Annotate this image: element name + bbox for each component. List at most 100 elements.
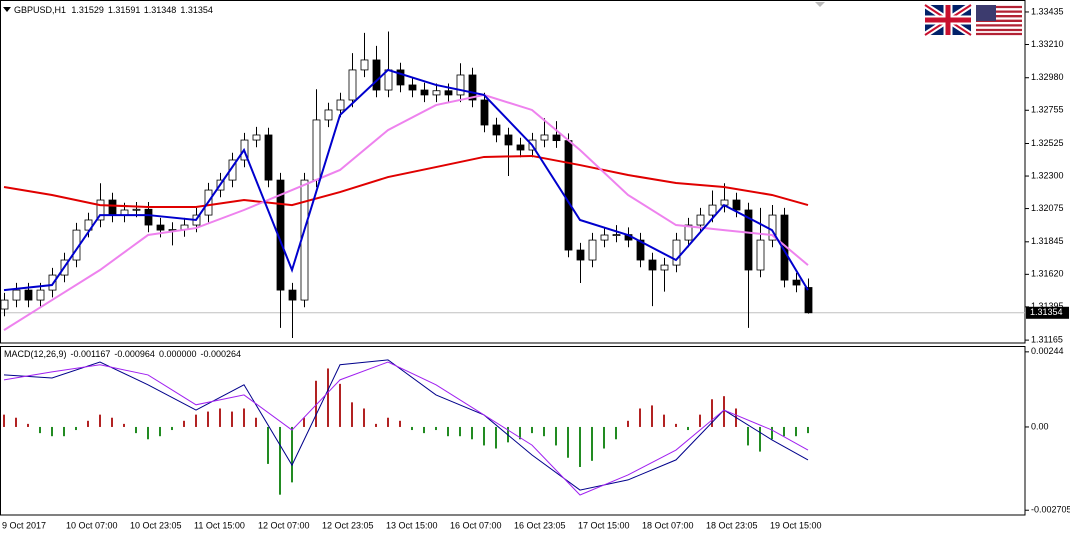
y-tick-label: 1.32755 [1031, 105, 1064, 115]
histogram-bar [63, 426, 65, 437]
histogram-bar [495, 426, 497, 449]
histogram-bar [135, 426, 137, 434]
x-tick-label: 9 Oct 2017 [2, 520, 46, 530]
candle-body [252, 134, 261, 141]
histogram-bar [351, 402, 353, 427]
candle-body [588, 239, 597, 261]
candle-body [324, 109, 333, 121]
histogram-bar [483, 426, 485, 446]
x-tick-label: 18 Oct 23:05 [706, 520, 758, 530]
y-tick-label: 1.31620 [1031, 269, 1064, 279]
histogram-bar [99, 414, 101, 427]
candle-body [552, 134, 561, 142]
candle-body [684, 224, 693, 241]
shift-marker [815, 2, 825, 7]
macd-panel [0, 346, 1026, 516]
candle-body [804, 287, 813, 314]
us-flag[interactable] [976, 5, 1022, 36]
last-price-box [1026, 306, 1069, 319]
candle-body [516, 144, 525, 151]
candle-body [96, 199, 105, 221]
histogram-bar [435, 426, 437, 431]
indicator-line [3, 93, 809, 331]
histogram-bar [255, 417, 257, 427]
histogram-bar [471, 426, 473, 440]
histogram-bar [675, 423, 677, 427]
candle-body [504, 134, 513, 146]
last-price-label: 1.31354 [1030, 307, 1063, 317]
y-tick-label: -0.002705 [1031, 505, 1070, 515]
macd-value: -0.001167 [71, 349, 111, 359]
histogram-bar [339, 383, 341, 427]
candle-body [792, 279, 801, 286]
candle-body [264, 134, 273, 181]
histogram-bar [195, 414, 197, 427]
histogram-bar [687, 426, 689, 431]
macd-value: -0.000964 [114, 349, 155, 359]
candle-body [576, 249, 585, 261]
candle-body [312, 119, 321, 181]
x-tick-label: 16 Oct 07:00 [450, 520, 502, 530]
price-panel [0, 0, 1026, 344]
uk-flag[interactable] [923, 2, 973, 38]
x-tick-label: 10 Oct 23:05 [130, 520, 182, 530]
histogram-bar [663, 414, 665, 427]
histogram-bar [39, 426, 41, 434]
candle-body [492, 124, 501, 136]
y-tick-label: 1.33435 [1031, 6, 1064, 16]
open-price: 1.31529 [71, 5, 104, 15]
candle-body [456, 74, 465, 96]
x-tick-label: 13 Oct 15:00 [386, 520, 438, 530]
histogram-bar [699, 414, 701, 427]
histogram-bar [363, 408, 365, 427]
histogram-bar [759, 426, 761, 452]
histogram-bar [315, 380, 317, 427]
macd-value: -0.000264 [201, 349, 242, 359]
candle-body [708, 204, 717, 216]
histogram-bar [387, 417, 389, 427]
candle-body [396, 69, 405, 86]
candle-body [360, 59, 369, 71]
histogram-bar [219, 408, 221, 427]
histogram-bar [159, 426, 161, 437]
y-tick-label: 1.32980 [1031, 72, 1064, 82]
macd-label: MACD(12,26,9) [4, 349, 67, 359]
x-tick-label: 12 Oct 07:00 [258, 520, 310, 530]
candle-body [696, 214, 705, 226]
symbol: GBPUSD,H1 [14, 5, 66, 15]
indicator-line [3, 68, 809, 292]
histogram-bar [627, 420, 629, 427]
candle-body [612, 234, 621, 236]
menu-arrow[interactable] [3, 7, 11, 12]
histogram-bar [243, 408, 245, 427]
histogram-bar [603, 426, 605, 449]
histogram-bar [783, 426, 785, 437]
histogram-bar [87, 420, 89, 427]
histogram-bar [183, 420, 185, 427]
histogram-bar [279, 426, 281, 495]
histogram-bar [567, 426, 569, 458]
histogram-bar [639, 408, 641, 427]
indicator-line [3, 359, 809, 491]
y-tick-label: 1.31845 [1031, 236, 1064, 246]
y-tick-label: 1.32075 [1031, 203, 1064, 213]
y-tick-label: 1.31165 [1031, 334, 1063, 344]
histogram-bar [3, 414, 5, 427]
candle-body [480, 99, 489, 126]
y-tick-label: 1.32525 [1031, 138, 1064, 148]
histogram-bar [27, 423, 29, 427]
histogram-bar [723, 396, 725, 427]
x-tick-label: 11 Oct 15:00 [194, 520, 245, 530]
candle-body [108, 199, 117, 216]
candle-body [648, 259, 657, 271]
histogram-bar [111, 417, 113, 427]
histogram-bar [795, 426, 797, 437]
candle-body [348, 69, 357, 101]
histogram-bar [459, 426, 461, 437]
histogram-bar [75, 426, 77, 431]
histogram-bar [375, 423, 377, 427]
candle-body [228, 159, 237, 181]
candle-body [156, 224, 165, 231]
